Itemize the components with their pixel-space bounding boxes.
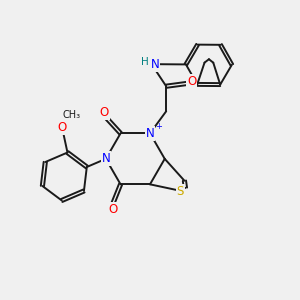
Text: N: N xyxy=(146,127,154,140)
Text: S: S xyxy=(177,185,184,198)
Text: N: N xyxy=(151,58,159,70)
Text: N: N xyxy=(101,152,110,165)
Text: H: H xyxy=(141,57,149,68)
Text: CH₃: CH₃ xyxy=(63,110,81,120)
Text: O: O xyxy=(109,203,118,216)
Text: O: O xyxy=(100,106,109,119)
Text: O: O xyxy=(57,121,66,134)
Text: +: + xyxy=(155,122,162,131)
Text: O: O xyxy=(187,75,196,88)
